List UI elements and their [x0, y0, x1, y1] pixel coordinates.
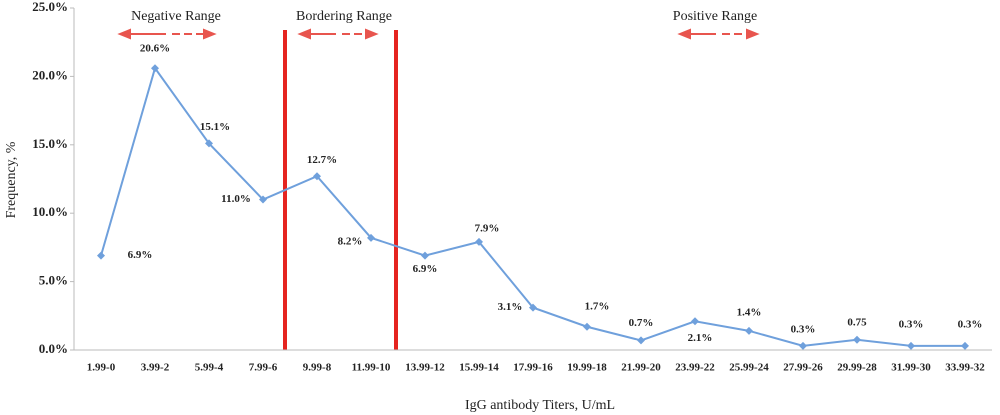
- x-tick-label: 13.99-12: [405, 362, 445, 374]
- x-tick-label: 19.99-18: [567, 362, 607, 374]
- data-label: 0.3%: [899, 318, 924, 330]
- marker: [151, 64, 159, 73]
- annotation: Negative Range: [131, 9, 221, 24]
- x-tick-label: 31.99-30: [891, 362, 931, 374]
- y-tick-label: 25.0%: [32, 0, 68, 14]
- data-label: 0.3%: [958, 318, 983, 330]
- x-tick-label: 23.99-22: [675, 362, 715, 374]
- x-tick-label: 33.99-32: [945, 362, 985, 374]
- y-axis-title: Frequency, %: [4, 141, 19, 218]
- data-label: 8.2%: [338, 235, 363, 247]
- y-tick-label: 10.0%: [32, 204, 68, 219]
- marker: [475, 237, 483, 246]
- x-tick-label: 5.99-4: [195, 362, 224, 374]
- marker: [745, 326, 753, 335]
- x-tick-label: 29.99-28: [837, 362, 877, 374]
- y-tick-label: 0.0%: [39, 341, 68, 356]
- data-label: 0.7%: [629, 317, 654, 329]
- x-tick-label: 25.99-24: [729, 362, 769, 374]
- marker: [961, 341, 969, 350]
- marker: [583, 322, 591, 331]
- data-label: 3.1%: [498, 301, 523, 313]
- data-label: 1.7%: [585, 300, 610, 312]
- data-label: 1.4%: [737, 306, 762, 318]
- data-label: 0.75: [847, 316, 867, 328]
- data-label: 6.9%: [413, 263, 438, 275]
- x-tick-label: 3.99-2: [141, 362, 170, 374]
- marker: [691, 317, 699, 326]
- marker: [97, 251, 105, 260]
- marker: [313, 172, 321, 181]
- marker: [799, 341, 807, 350]
- x-tick-label: 7.99-6: [249, 362, 278, 374]
- marker: [259, 195, 267, 204]
- x-tick-label: 21.99-20: [621, 362, 661, 374]
- x-tick-label: 1.99-0: [87, 362, 116, 374]
- marker: [529, 303, 537, 312]
- y-tick-label: 5.0%: [39, 273, 68, 288]
- data-label: 12.7%: [307, 154, 337, 166]
- annotation: Positive Range: [673, 9, 757, 24]
- x-tick-label: 11.99-10: [352, 362, 391, 374]
- data-label: 11.0%: [221, 193, 251, 205]
- x-tick-label: 27.99-26: [783, 362, 823, 374]
- x-tick-label: 15.99-14: [459, 362, 499, 374]
- data-label: 6.9%: [128, 249, 153, 261]
- marker: [637, 336, 645, 345]
- y-tick-label: 20.0%: [32, 67, 68, 82]
- data-label: 0.3%: [791, 323, 816, 335]
- marker: [367, 233, 375, 242]
- data-label: 7.9%: [475, 222, 500, 234]
- annotation: Bordering Range: [296, 9, 392, 24]
- marker: [421, 251, 429, 260]
- x-tick-label: 9.99-8: [303, 362, 332, 374]
- marker: [907, 341, 915, 350]
- data-label: 20.6%: [140, 43, 170, 55]
- x-tick-label: 17.99-16: [513, 362, 553, 374]
- range-arrows: [117, 28, 760, 40]
- marker: [853, 335, 861, 344]
- x-axis-title: IgG antibody Titers, U/mL: [465, 398, 615, 413]
- marker: [205, 139, 213, 148]
- data-label: 2.1%: [688, 332, 713, 344]
- data-label: 15.1%: [200, 121, 230, 133]
- y-tick-label: 15.0%: [32, 136, 68, 151]
